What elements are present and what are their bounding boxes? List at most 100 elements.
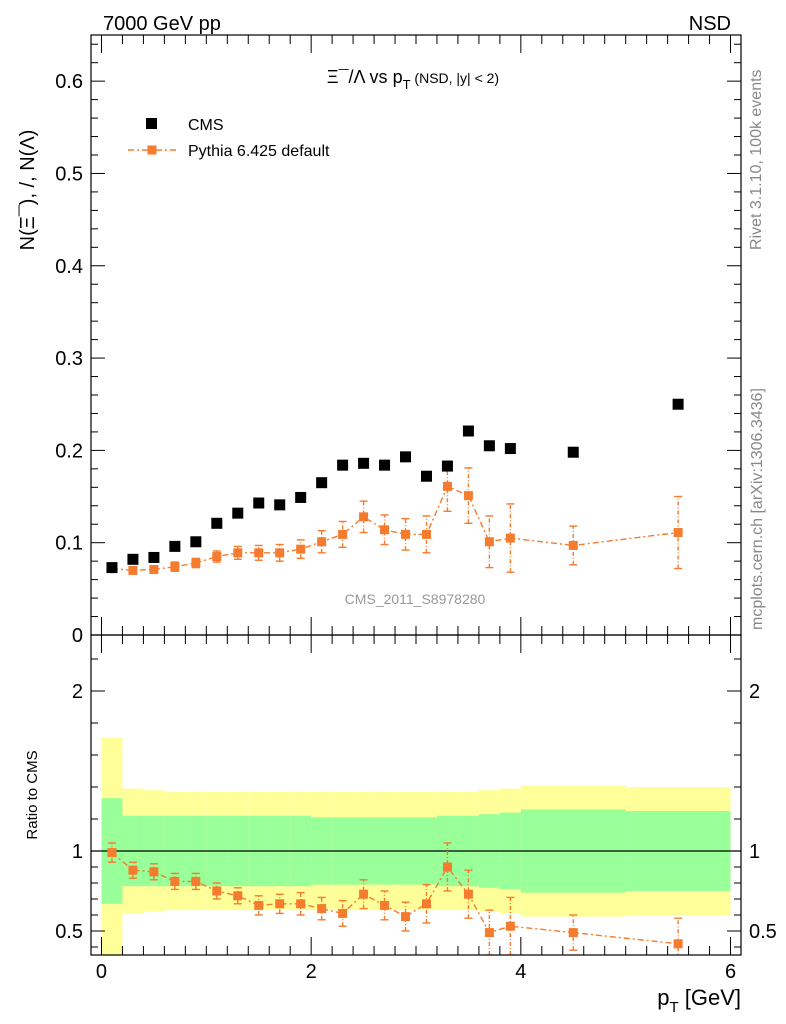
analysis-watermark: CMS_2011_S8978280 — [345, 591, 486, 607]
pythia-data-point — [380, 525, 390, 535]
pythia-data-point — [296, 544, 306, 554]
cms-data-point — [106, 562, 118, 574]
ratio-pythia-point — [463, 889, 473, 899]
ratio-pythia-point — [317, 904, 327, 914]
pythia-data-point — [359, 512, 369, 522]
ratio-pythia-point — [107, 848, 117, 858]
ratio-y-axis-label: Ratio to CMS — [24, 750, 41, 839]
ratio-y-tick-label: 2 — [72, 681, 83, 703]
cms-data-point — [672, 398, 684, 410]
header-left-label: 7000 GeV pp — [103, 13, 221, 35]
x-tick-label: 2 — [306, 961, 317, 983]
pythia-data-point — [338, 529, 348, 539]
main-y-tick-label: 0 — [72, 625, 83, 647]
ratio-axis-ticks: 0.5 0.5 1 1 2 2 — [55, 658, 777, 948]
main-y-tick-label: 0.3 — [55, 348, 83, 370]
main-y-axis-label: N(Ξ¯), /, N(Λ) — [17, 130, 39, 251]
plot-title-tail: (NSD, |y| < 2) — [411, 70, 500, 86]
plot-title: Ξ¯/Λ vs pT (NSD, |y| < 2) — [327, 67, 499, 92]
cms-data-point — [567, 446, 579, 458]
ratio-pythia-point — [233, 891, 243, 901]
cms-data-point — [295, 491, 307, 503]
cms-data-point — [379, 459, 391, 471]
ratio-pythia-point — [673, 939, 683, 949]
pythia-data-point — [191, 558, 201, 568]
ratio-pythia-point — [380, 900, 390, 910]
x-tick-label: 4 — [515, 961, 526, 983]
pythia-data-point — [170, 562, 180, 572]
legend-pythia-label: Pythia 6.425 default — [188, 143, 330, 160]
cms-data-point — [127, 553, 139, 565]
cms-data-point — [211, 517, 223, 529]
pythia-data-point — [673, 528, 683, 538]
legend: CMS Pythia 6.425 default — [128, 117, 330, 160]
cms-data-point — [337, 459, 349, 471]
cms-data-point — [400, 451, 412, 463]
pythia-data-point — [149, 564, 159, 574]
ratio-pythia-point — [128, 865, 138, 875]
x-tick-label: 6 — [725, 961, 736, 983]
x-axis-label-tail: [GeV] — [679, 985, 741, 1010]
ratio-pythia-point — [212, 886, 222, 896]
cms-data-point — [169, 540, 181, 552]
mcplots-label: mcplots.cern.ch [arXiv:1306.3436] — [749, 388, 766, 630]
ratio-pythia-point — [275, 899, 285, 909]
cms-data-point — [190, 536, 202, 548]
cms-data-point — [441, 460, 453, 472]
pythia-data-point — [128, 565, 138, 575]
pythia-data-point — [421, 529, 431, 539]
ratio-pythia-point — [254, 900, 264, 910]
rivet-version-label: Rivet 3.1.10, 100k events — [748, 69, 765, 250]
cms-data-point — [462, 425, 474, 437]
ratio-pythia-point — [170, 876, 180, 886]
pythia-data-point — [233, 548, 243, 558]
pythia-data-point — [484, 537, 494, 547]
pythia-data-point — [275, 548, 285, 558]
main-panel: 0 0.1 0.2 0.3 0.4 0.5 0.6 Ξ¯/Λ vs pT (NSD, |y|… — [17, 34, 742, 647]
ratio-pythia-point — [149, 867, 159, 877]
x-tick-label: 0 — [96, 961, 107, 983]
ratio-pythia-point — [296, 899, 306, 909]
ratio-y-tick-label-right: 0.5 — [749, 921, 777, 943]
ratio-data-layer — [91, 842, 741, 955]
plot-title-main: Ξ¯/Λ vs p — [327, 67, 403, 87]
ratio-pythia-point — [484, 928, 494, 938]
legend-cms-marker — [146, 118, 157, 129]
ratio-pythia-point — [421, 899, 431, 909]
ratio-y-tick-label: 0.5 — [55, 921, 83, 943]
pythia-series-line — [111, 485, 679, 572]
cms-data-point — [253, 497, 265, 509]
x-axis-label-subscript: T — [669, 999, 678, 1016]
x-axis-label: pT [GeV] — [657, 985, 741, 1016]
main-y-tick-label: 0.5 — [55, 163, 83, 185]
pythia-data-point — [401, 529, 411, 539]
main-data-layer — [106, 398, 684, 575]
main-axis-ticks: 0 0.1 0.2 0.3 0.4 0.5 0.6 — [55, 43, 741, 647]
cms-data-point — [504, 443, 516, 455]
header-right-label: NSD — [689, 13, 731, 35]
ratio-y-tick-label: 1 — [72, 841, 83, 863]
main-y-tick-label: 0.4 — [55, 256, 83, 278]
ratio-pythia-point — [191, 876, 201, 886]
ratio-pythia-point — [338, 908, 348, 918]
cms-data-point — [358, 457, 370, 469]
cms-data-point — [420, 470, 432, 482]
pythia-data-point — [568, 540, 578, 550]
main-y-tick-label: 0.1 — [55, 533, 83, 555]
plot-title-subscript: T — [403, 77, 411, 92]
ratio-pythia-point — [442, 862, 452, 872]
main-y-tick-label: 0.2 — [55, 440, 83, 462]
cms-data-point — [148, 551, 160, 563]
ratio-y-tick-label-right: 1 — [749, 841, 760, 863]
ratio-pythia-point — [359, 889, 369, 899]
pythia-data-point — [505, 533, 515, 543]
pythia-data-point — [463, 491, 473, 501]
ratio-pythia-point — [401, 912, 411, 922]
cms-data-point — [232, 507, 244, 519]
ratio-pythia-point — [505, 921, 515, 931]
pythia-data-point — [442, 481, 452, 491]
cms-data-point — [316, 477, 328, 489]
pythia-data-point — [212, 552, 222, 562]
main-y-tick-label: 0.6 — [55, 71, 83, 93]
